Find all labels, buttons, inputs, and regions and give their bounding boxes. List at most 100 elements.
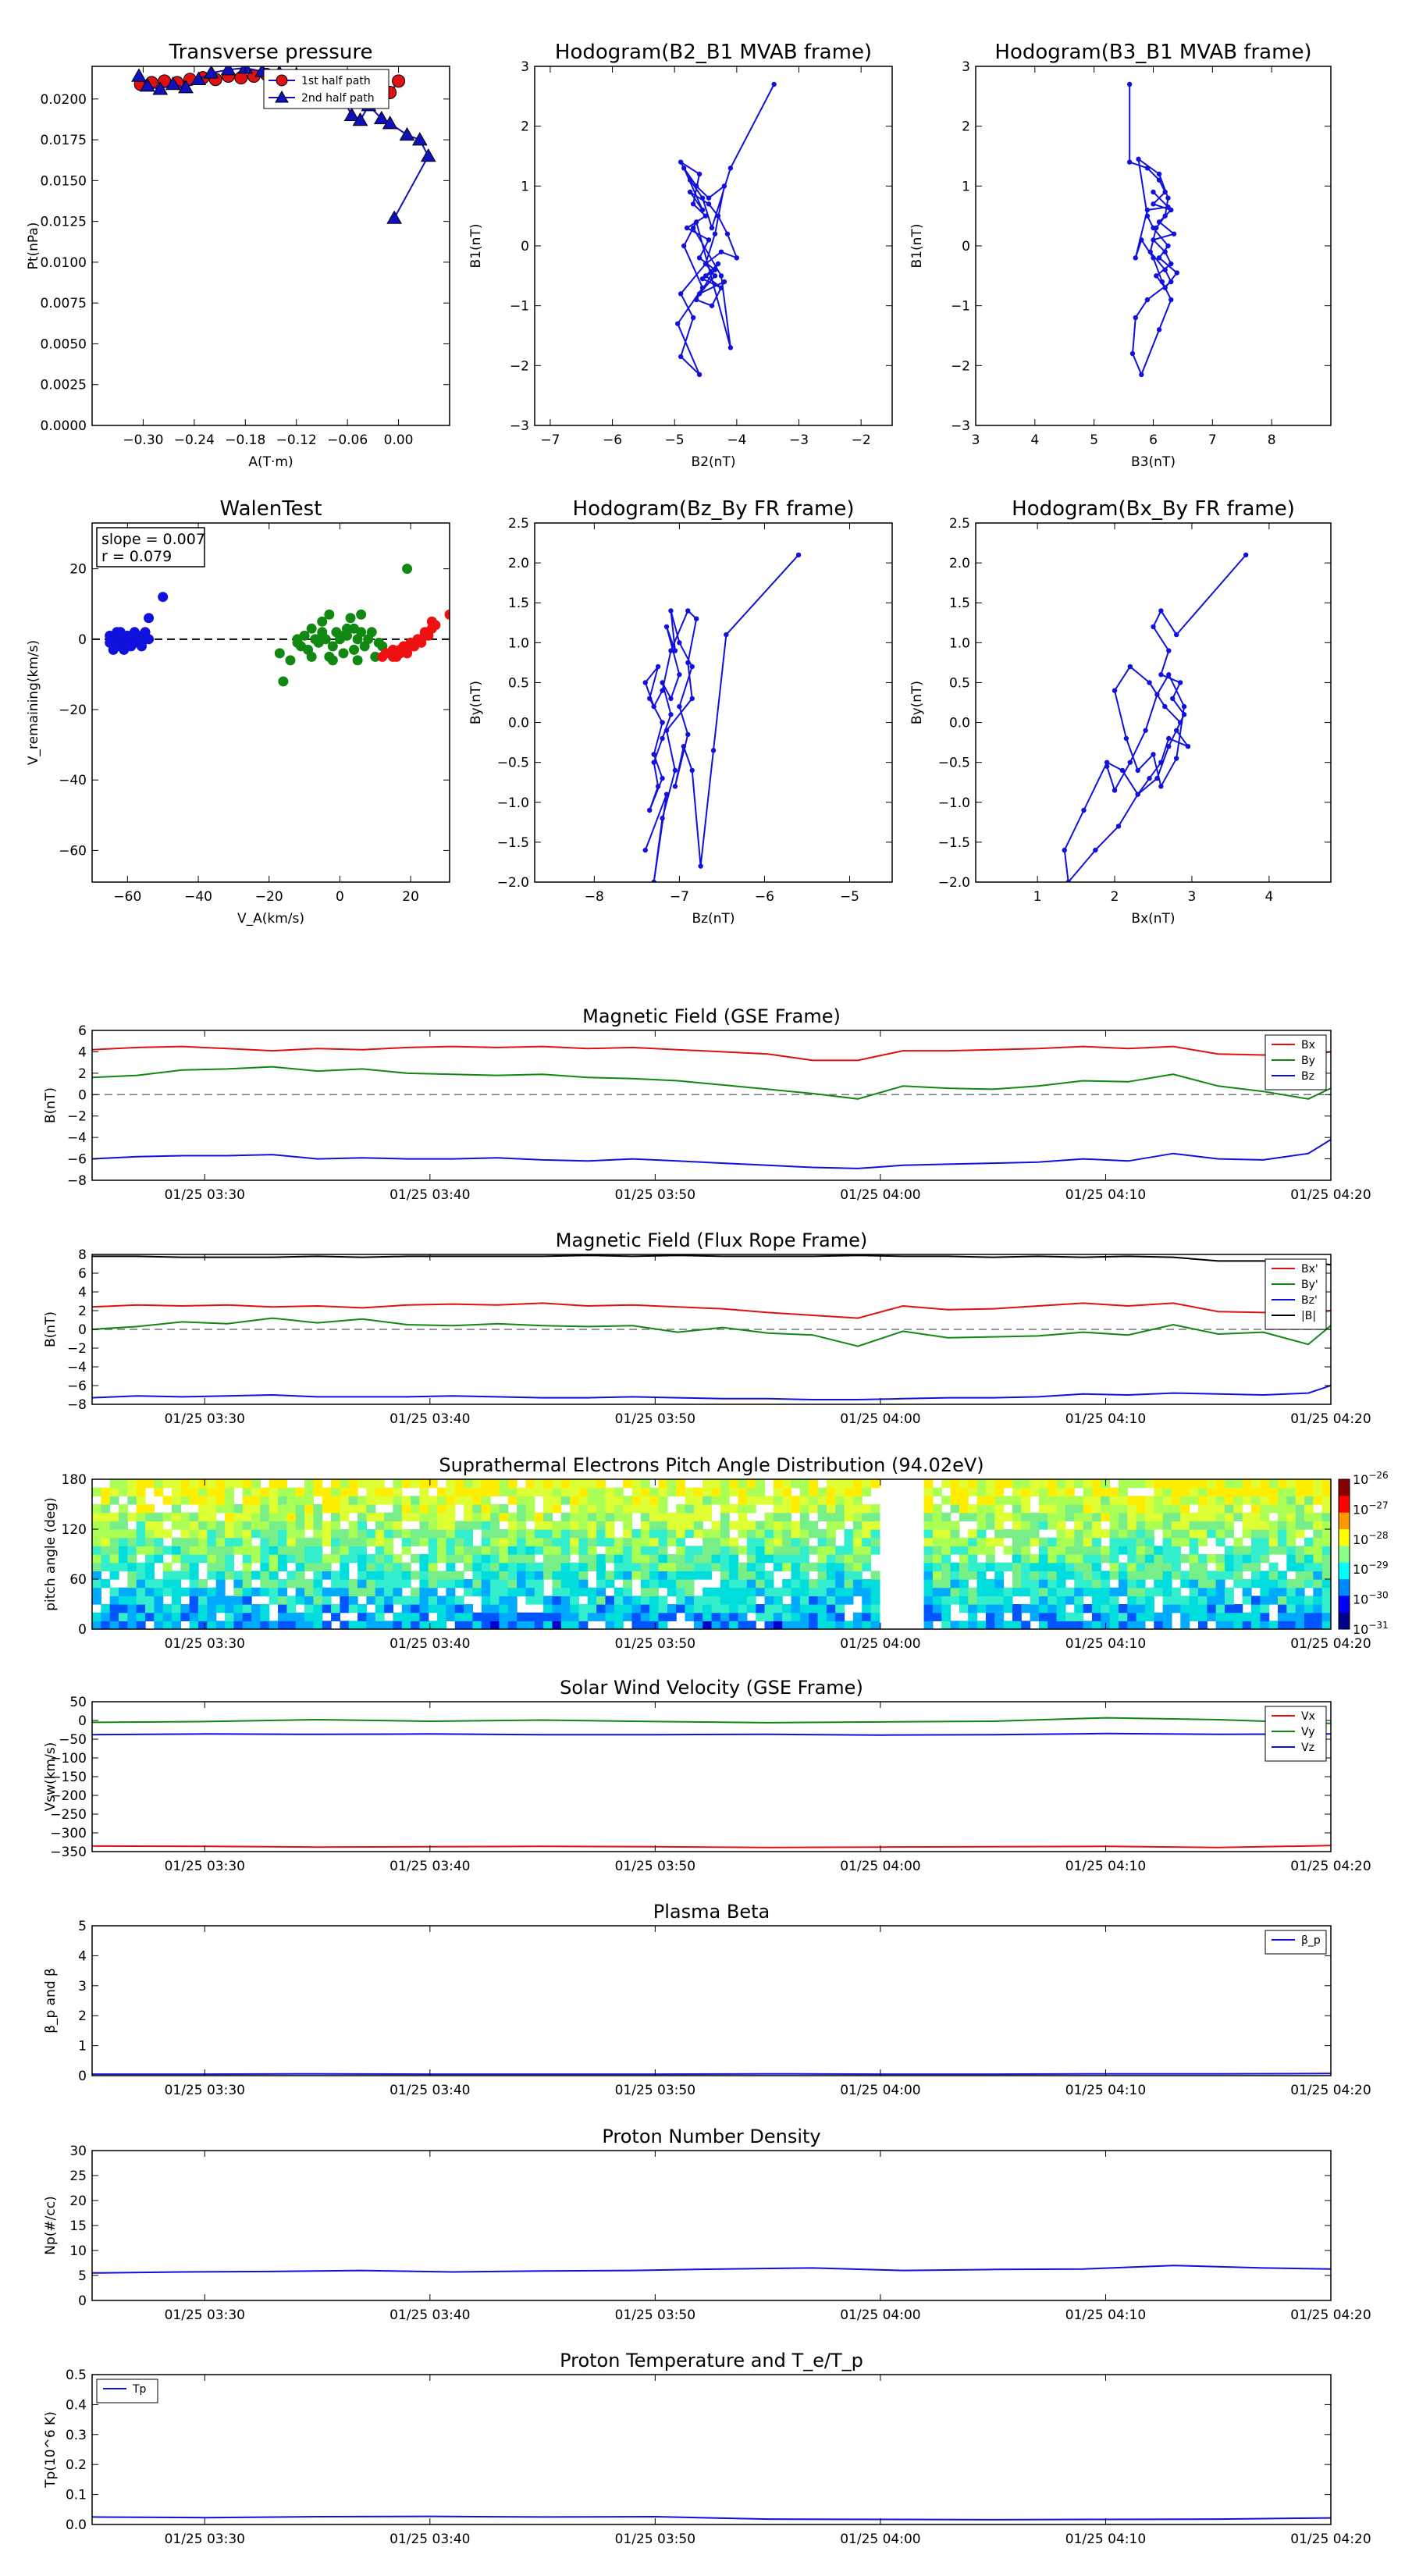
plot-area [1062, 552, 1249, 882]
heatmap-cell [428, 1529, 438, 1539]
series-marker [1135, 792, 1140, 797]
heatmap-cell [1091, 1621, 1101, 1629]
x-tick-label: 01/25 03:40 [389, 2083, 470, 2098]
heatmap-cell [1162, 1587, 1172, 1596]
heatmap-cell [640, 1529, 650, 1539]
heatmap-cell [437, 1596, 447, 1605]
heatmap-cell [1118, 1479, 1128, 1489]
x-tick-label: 4 [1030, 432, 1039, 448]
heatmap-cell [251, 1504, 261, 1514]
heatmap-cell [1224, 1571, 1234, 1580]
heatmap-cell [844, 1487, 854, 1496]
x-tick-label: −0.24 [174, 432, 215, 448]
legend-label: Vz [1301, 1742, 1314, 1754]
x-axis-label: B2(nT) [692, 454, 736, 470]
heatmap-cell [172, 1521, 181, 1530]
heatmap-cell [180, 1604, 190, 1614]
heatmap-cell [269, 1521, 279, 1530]
heatmap-cell [649, 1562, 660, 1571]
heatmap-cell [357, 1587, 368, 1596]
heatmap-cell [1250, 1512, 1261, 1521]
y-tick-label: −60 [59, 843, 87, 859]
annotation-box [96, 527, 205, 568]
series-line [92, 2515, 1331, 2521]
heatmap-cell [1056, 1546, 1066, 1555]
heatmap-cell [543, 1562, 553, 1571]
heatmap-cell [976, 1512, 987, 1521]
y-tick-label: 15 [69, 2218, 87, 2234]
heatmap-cell [145, 1554, 155, 1564]
heatmap-cell [1189, 1604, 1199, 1614]
series-marker [1147, 775, 1152, 781]
heatmap-cell [490, 1529, 500, 1539]
heatmap-cell [525, 1621, 535, 1629]
series-marker [690, 315, 696, 321]
heatmap-cell [1233, 1504, 1243, 1514]
heatmap-cell [136, 1579, 146, 1589]
heatmap-cell [1180, 1604, 1190, 1614]
heatmap-cell [578, 1562, 589, 1571]
scatter-point [158, 592, 169, 603]
heatmap-cell [304, 1587, 314, 1596]
heatmap-cell [145, 1479, 155, 1489]
heatmap-cell [1012, 1571, 1022, 1580]
heatmap-cell [764, 1554, 774, 1564]
heatmap-cell [215, 1521, 226, 1530]
heatmap-cell [507, 1596, 518, 1605]
y-tick-label: 0 [78, 1322, 87, 1338]
heatmap-cell [331, 1554, 340, 1564]
heatmap-cell [844, 1571, 854, 1580]
heatmap-cell [1048, 1612, 1058, 1621]
y-tick-label: −1 [951, 299, 970, 315]
scatter-point [338, 630, 349, 641]
series-marker [1168, 297, 1174, 303]
heatmap-cell [242, 1596, 252, 1605]
heatmap-cell [1286, 1521, 1297, 1530]
y-tick-label: −0.5 [938, 756, 970, 771]
heatmap-cell [1154, 1554, 1164, 1564]
heatmap-cell [623, 1596, 633, 1605]
scatter-point [278, 676, 289, 687]
heatmap-cell [215, 1554, 226, 1564]
heatmap-cell [596, 1529, 606, 1539]
heatmap-cell [1109, 1512, 1119, 1521]
heatmap-cell [242, 1579, 252, 1589]
heatmap-cell [1154, 1612, 1164, 1621]
heatmap-cell [1056, 1587, 1066, 1596]
heatmap-cell [251, 1479, 261, 1489]
plot-area [92, 1479, 1331, 1629]
heatmap-cell [189, 1554, 199, 1564]
series-marker [712, 267, 718, 272]
heatmap-cell [136, 1562, 146, 1571]
x-tick-label: 01/25 03:40 [389, 1411, 470, 1427]
heatmap-cell [862, 1512, 872, 1521]
x-tick-label: −40 [184, 889, 212, 905]
heatmap-cell [1021, 1521, 1031, 1530]
heatmap-cell [419, 1496, 429, 1505]
heatmap-cell [1321, 1479, 1331, 1489]
heatmap-cell [570, 1579, 580, 1589]
heatmap-cell [543, 1487, 553, 1496]
heatmap-cell [702, 1529, 713, 1539]
heatmap-cell [1021, 1537, 1031, 1546]
heatmap-cell [525, 1487, 535, 1496]
heatmap-cell [1286, 1579, 1297, 1589]
heatmap-cell [1056, 1504, 1066, 1514]
heatmap-cell [720, 1479, 730, 1489]
series-marker [1162, 249, 1168, 254]
heatmap-cell [260, 1587, 270, 1596]
heatmap-cell [278, 1479, 287, 1489]
heatmap-cell [1304, 1546, 1314, 1555]
heatmap-cell [817, 1529, 827, 1539]
heatmap-cell [676, 1579, 686, 1589]
chart-title: Magnetic Field (Flux Rope Frame) [556, 1229, 867, 1251]
heatmap-cell [322, 1496, 332, 1505]
heatmap-cell [614, 1596, 624, 1605]
heatmap-cell [570, 1604, 580, 1614]
heatmap-cell [676, 1512, 686, 1521]
colorbar-segment [1339, 1562, 1350, 1580]
heatmap-cell [313, 1579, 323, 1589]
heatmap-cell [525, 1596, 535, 1605]
heatmap-cell [109, 1562, 119, 1571]
